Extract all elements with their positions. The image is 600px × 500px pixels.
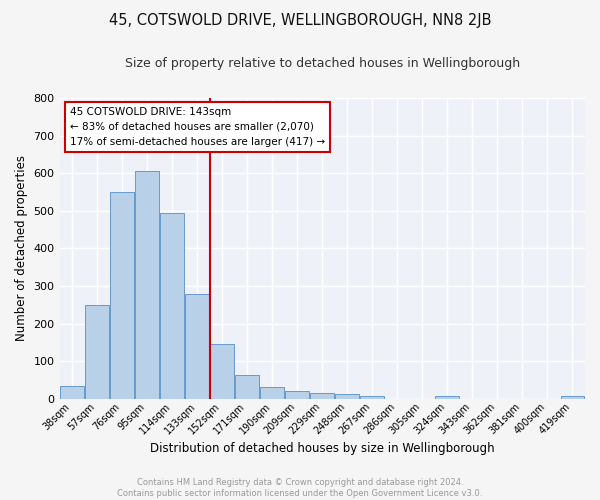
Bar [85, 305, 109, 399]
Text: 45 COTSWOLD DRIVE: 143sqm
← 83% of detached houses are smaller (2,070)
17% of se: 45 COTSWOLD DRIVE: 143sqm ← 83% of detac… [70, 107, 325, 146]
Bar [110, 192, 134, 399]
Bar [235, 375, 259, 399]
Text: 45, COTSWOLD DRIVE, WELLINGBOROUGH, NN8 2JB: 45, COTSWOLD DRIVE, WELLINGBOROUGH, NN8 … [109, 12, 491, 28]
Bar [185, 294, 209, 399]
Y-axis label: Number of detached properties: Number of detached properties [15, 156, 28, 342]
Bar [310, 393, 334, 399]
X-axis label: Distribution of detached houses by size in Wellingborough: Distribution of detached houses by size … [150, 442, 494, 455]
Bar [260, 388, 284, 399]
Bar [560, 396, 584, 399]
Bar [160, 214, 184, 399]
Bar [436, 396, 459, 399]
Bar [361, 396, 384, 399]
Bar [135, 172, 159, 399]
Title: Size of property relative to detached houses in Wellingborough: Size of property relative to detached ho… [125, 58, 520, 70]
Bar [286, 391, 309, 399]
Text: Contains HM Land Registry data © Crown copyright and database right 2024.
Contai: Contains HM Land Registry data © Crown c… [118, 478, 482, 498]
Bar [60, 386, 84, 399]
Bar [335, 394, 359, 399]
Bar [210, 344, 234, 399]
